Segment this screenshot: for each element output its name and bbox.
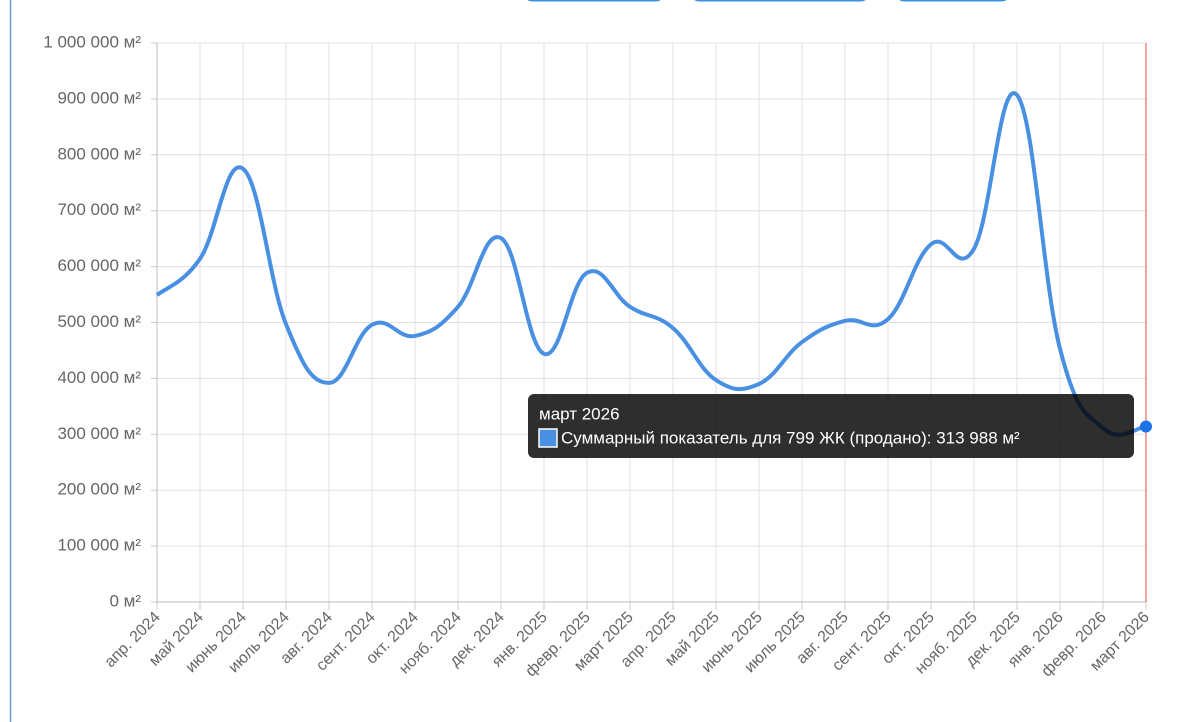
tooltip: март 2026 Суммарный показатель для 799 Ж…: [528, 394, 1134, 458]
y-tick-label: 400 000 м²: [57, 368, 141, 387]
line-series: [155, 91, 1147, 437]
y-tick-label: 900 000 м²: [57, 88, 141, 107]
plot: [155, 43, 1152, 602]
y-tick-label: 200 000 м²: [57, 480, 141, 499]
y-tick-label: 300 000 м²: [57, 424, 141, 443]
y-tick-label: 600 000 м²: [57, 256, 141, 275]
y-tick-label: 800 000 м²: [57, 144, 141, 163]
y-tick-label: 0 м²: [109, 591, 141, 610]
grid: 0 м² 100 000 м² 200 000 м² 300 000 м² 400 00…: [43, 32, 1153, 680]
hover-point: [1140, 420, 1152, 433]
tooltip-swatch: [538, 428, 558, 448]
tooltip-title: март 2026: [539, 404, 620, 423]
tooltip-label: Суммарный показатель для 799 ЖК (продано…: [561, 428, 1020, 447]
y-tick-label: 100 000 м²: [57, 536, 141, 555]
tooltip-box: [528, 394, 1134, 458]
y-tick-label: 500 000 м²: [57, 312, 141, 331]
y-tick-label: 1 000 000 м²: [43, 32, 141, 51]
y-tick-label: 700 000 м²: [57, 200, 141, 219]
